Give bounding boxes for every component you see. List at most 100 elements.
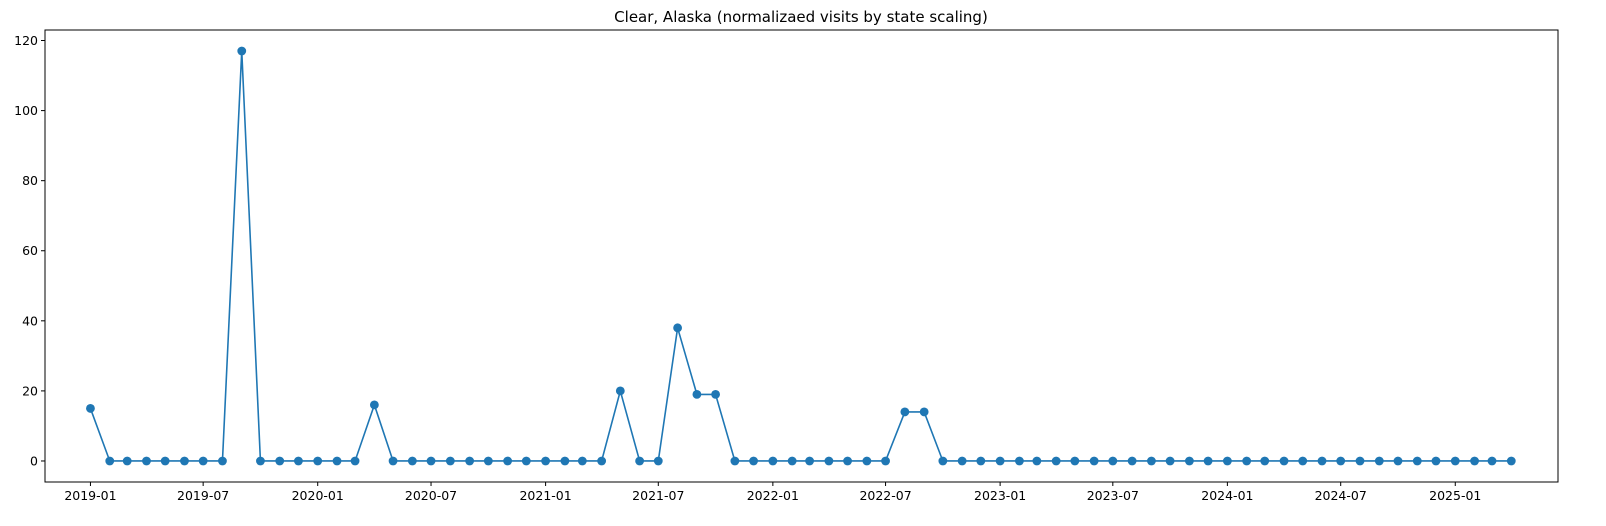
y-tick-label: 80 <box>22 173 38 188</box>
y-tick-label: 60 <box>22 243 38 258</box>
data-point <box>142 456 151 466</box>
data-point <box>1431 456 1441 466</box>
data-point <box>86 404 95 413</box>
x-tick-label: 2020-01 <box>292 488 344 503</box>
data-point <box>198 456 208 466</box>
data-point <box>1032 456 1042 466</box>
data-point <box>843 456 852 466</box>
data-point <box>313 456 323 466</box>
y-tick-label: 40 <box>22 313 38 328</box>
data-point <box>256 456 265 466</box>
data-point <box>294 456 303 466</box>
data-point <box>730 456 740 466</box>
data-point <box>1127 456 1137 466</box>
data-point <box>275 456 285 466</box>
data-point <box>465 456 475 466</box>
data-point <box>1506 456 1516 466</box>
data-point <box>692 390 702 399</box>
data-point <box>1279 456 1289 466</box>
data-point <box>105 456 115 466</box>
data-point <box>635 456 645 466</box>
data-point <box>577 456 587 466</box>
data-point <box>1242 456 1252 466</box>
data-point <box>521 456 531 466</box>
x-tick-label: 2021-01 <box>519 488 571 503</box>
x-tick-label: 2019-01 <box>64 488 116 503</box>
data-point <box>1089 456 1099 466</box>
data-point <box>1260 456 1270 466</box>
data-point <box>881 456 890 466</box>
x-tick-label: 2024-07 <box>1315 488 1367 503</box>
data-point <box>768 456 778 466</box>
data-point <box>995 456 1005 466</box>
x-tick-label: 2023-07 <box>1087 488 1139 503</box>
data-point <box>1317 456 1327 466</box>
data-point <box>862 456 872 466</box>
data-point <box>1374 456 1384 466</box>
data-point <box>350 456 360 466</box>
data-point <box>1185 456 1194 466</box>
data-point <box>1393 456 1403 466</box>
y-tick-label: 120 <box>14 33 38 48</box>
x-tick-label: 2024-01 <box>1201 488 1253 503</box>
y-tick-label: 0 <box>30 453 38 468</box>
data-point <box>483 456 493 466</box>
y-tick-label: 20 <box>22 383 38 398</box>
data-point <box>1487 456 1497 466</box>
data-point <box>407 456 417 466</box>
data-point <box>1412 456 1422 466</box>
data-point <box>369 400 379 410</box>
data-point <box>1298 456 1308 466</box>
x-tick-label: 2021-07 <box>632 488 684 503</box>
data-point <box>1147 456 1156 466</box>
data-point <box>1355 456 1365 466</box>
data-point <box>805 456 814 466</box>
data-point <box>673 323 682 333</box>
data-point <box>332 456 342 466</box>
x-tick-label: 2022-01 <box>747 488 799 503</box>
x-tick-label: 2023-01 <box>974 488 1026 503</box>
data-point <box>503 456 513 466</box>
data-point <box>938 456 948 466</box>
plot-frame <box>44 29 1559 483</box>
data-point <box>711 390 720 399</box>
data-point <box>218 456 227 466</box>
data-point <box>900 407 910 417</box>
data-point <box>615 386 625 396</box>
chart-title: Clear, Alaska (normalizaed visits by sta… <box>614 8 988 26</box>
data-point <box>749 456 758 466</box>
data-point <box>1222 456 1232 466</box>
data-point <box>445 456 455 466</box>
data-point <box>919 407 929 417</box>
data-point <box>1203 456 1213 466</box>
data-point <box>388 456 398 466</box>
x-tick-label: 2025-01 <box>1429 488 1481 503</box>
x-tick-label: 2022-07 <box>859 488 911 503</box>
data-point <box>426 456 436 466</box>
data-point <box>824 456 834 466</box>
series-line <box>89 50 1512 462</box>
data-point <box>160 456 170 466</box>
data-point <box>560 456 570 466</box>
data-point <box>1015 456 1024 466</box>
x-tick-label: 2019-07 <box>177 488 229 503</box>
data-point <box>597 456 607 466</box>
data-point <box>976 456 986 466</box>
data-point <box>1051 456 1061 466</box>
data-point <box>1070 456 1080 466</box>
data-point <box>957 456 967 466</box>
y-tick-label: 100 <box>14 103 38 118</box>
data-point <box>122 456 132 466</box>
data-point <box>1470 456 1479 466</box>
data-point <box>1165 456 1175 466</box>
data-point <box>1450 456 1460 466</box>
data-point <box>237 46 247 56</box>
x-tick-label: 2020-07 <box>405 488 457 503</box>
data-point <box>787 456 797 466</box>
data-point <box>541 456 550 466</box>
data-point <box>1336 456 1346 466</box>
data-point <box>1108 456 1118 466</box>
data-point <box>180 456 189 466</box>
